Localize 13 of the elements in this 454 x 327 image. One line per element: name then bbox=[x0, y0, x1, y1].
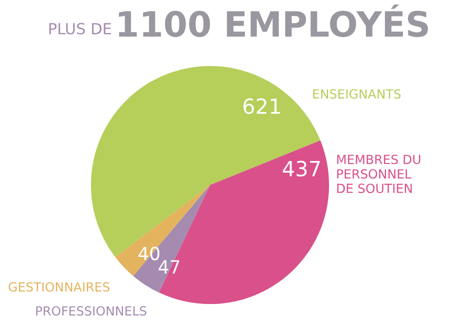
pie-slice bbox=[133, 185, 210, 293]
data-label: 40 bbox=[138, 246, 160, 260]
data-label: 47 bbox=[158, 260, 180, 274]
pie-slice bbox=[115, 185, 210, 276]
slice-label: MEMBRES DU PERSONNEL DE SOUTIEN bbox=[337, 154, 420, 194]
data-label: 621 bbox=[243, 98, 280, 114]
slice-label: ENSEIGNANTS bbox=[313, 89, 401, 99]
slice-label: GESTIONNAIRES bbox=[8, 282, 110, 292]
chart-title: 1100 EMPLOYÉS bbox=[118, 4, 428, 38]
slice-label: PROFESSIONNELS bbox=[36, 306, 146, 316]
pie-slice bbox=[158, 140, 330, 304]
chart-subtitle: PLUS DE bbox=[49, 22, 112, 34]
data-label: 437 bbox=[282, 160, 320, 177]
